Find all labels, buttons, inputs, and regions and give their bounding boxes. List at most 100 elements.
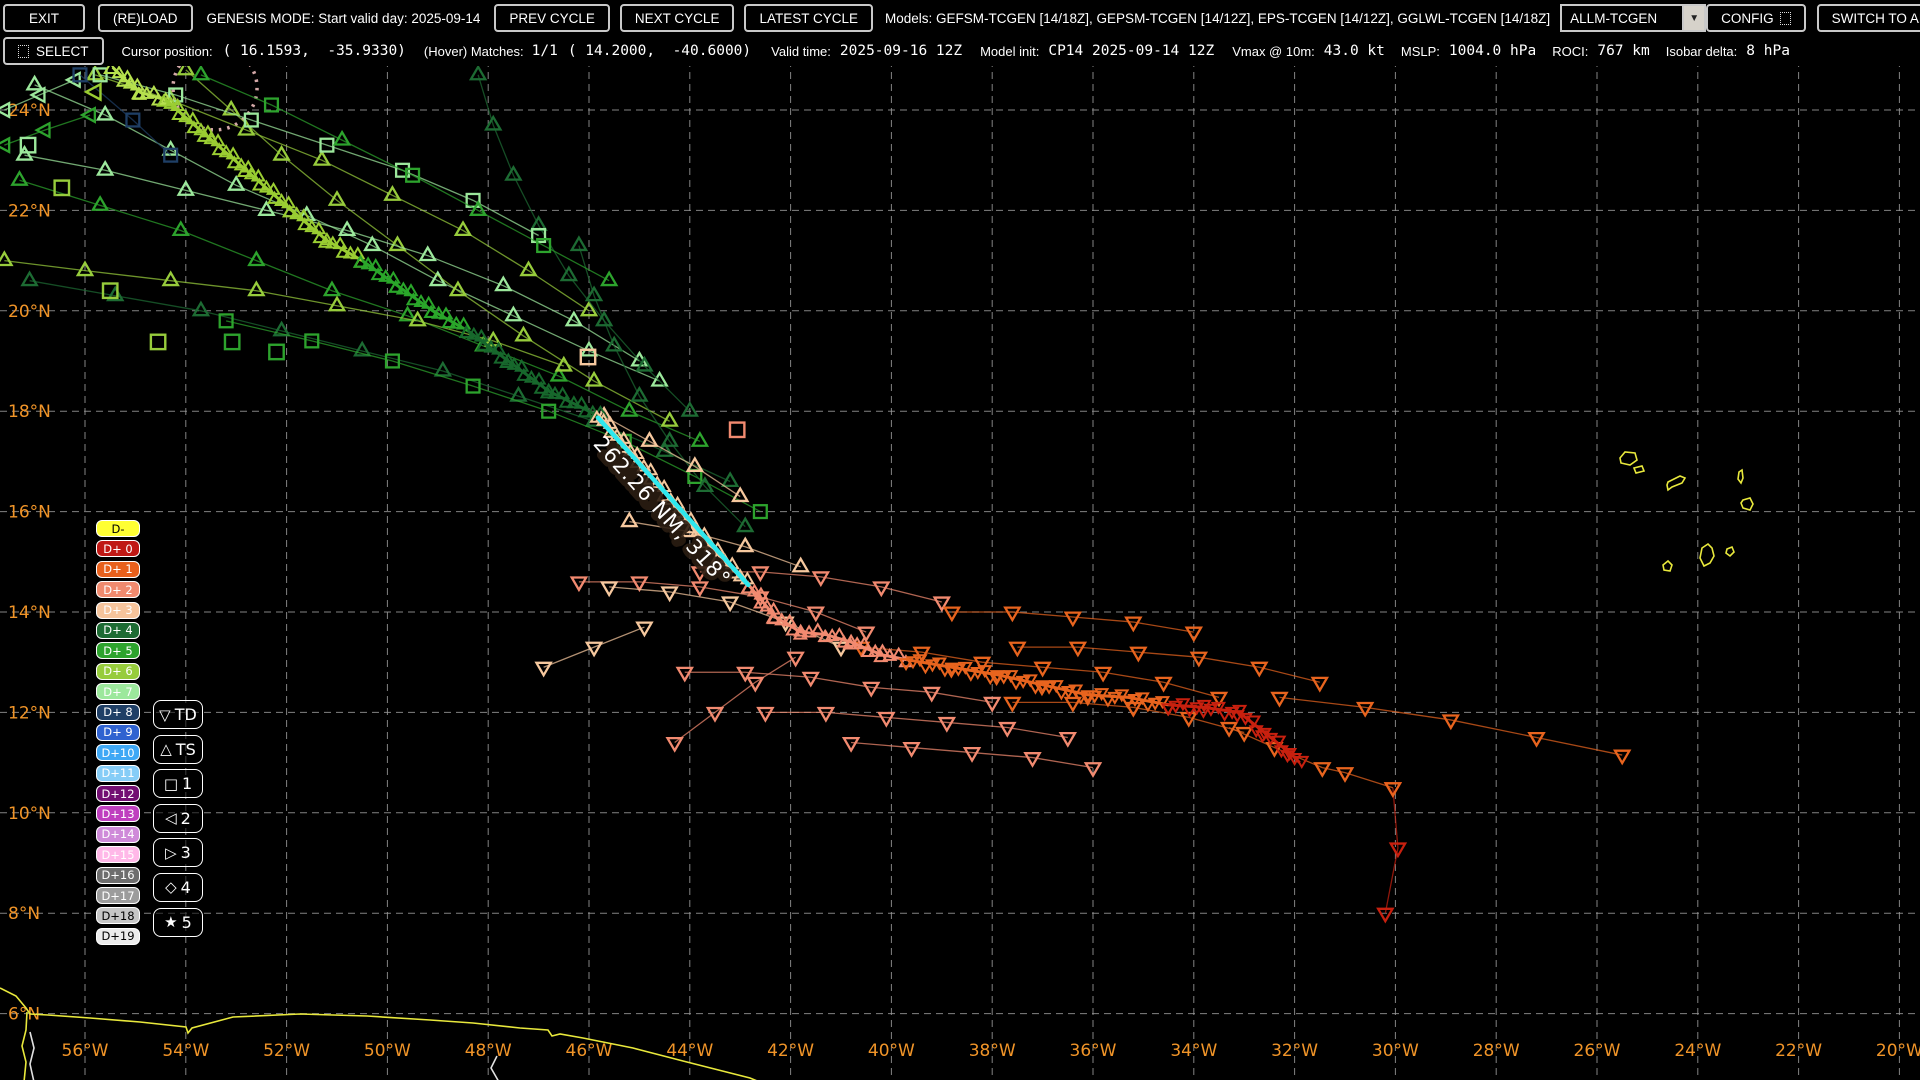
track-marker — [72, 67, 88, 83]
track-marker — [1134, 692, 1150, 706]
track-marker — [484, 114, 503, 131]
track-marker — [335, 244, 351, 258]
grid-label-lon: 56°W — [62, 1041, 109, 1061]
reload-button[interactable]: (RE)LOAD — [98, 4, 193, 32]
roci-label: ROCI: — [1552, 43, 1589, 59]
vmax-value: 43.0 kt — [1323, 43, 1385, 59]
track-marker — [1063, 696, 1083, 713]
member-track-line — [765, 711, 1068, 739]
track-marker — [690, 431, 710, 447]
track-marker — [1034, 683, 1050, 697]
member-track-line — [861, 646, 1220, 698]
latest-cycle-button[interactable]: LATEST CYCLE — [744, 4, 873, 32]
track-marker — [831, 626, 847, 641]
track-marker — [640, 431, 659, 447]
track-marker — [785, 622, 801, 636]
track-marker — [1441, 714, 1461, 731]
track-marker — [491, 341, 507, 355]
track-marker — [421, 295, 437, 309]
exit-button[interactable]: EXIT — [3, 4, 85, 32]
legend-day-chip: D+16 — [96, 866, 140, 884]
track-marker — [171, 106, 187, 120]
switch-to-adeck-mode-button[interactable]: SWITCH TO ADECK MODE — [1816, 4, 1920, 32]
track-marker — [746, 676, 765, 693]
select-button[interactable]: SELECT — [3, 37, 104, 65]
track-marker — [418, 245, 437, 262]
track-marker — [304, 219, 320, 233]
next-cycle-button[interactable]: NEXT CYCLE — [619, 4, 735, 32]
track-marker — [243, 112, 259, 128]
track-marker — [1219, 721, 1239, 738]
track-marker — [782, 613, 798, 627]
track-marker — [996, 671, 1012, 685]
track-marker — [740, 580, 756, 594]
config-button[interactable]: CONFIG — [1706, 4, 1806, 32]
status-bar: SELECT Cursor position: ( 16.1593, -35.9… — [0, 36, 1920, 66]
track-marker — [905, 656, 921, 670]
track-marker — [1527, 731, 1546, 748]
4-symbol-icon: ◇ — [165, 878, 177, 897]
legend-symbol-2: ◁ 2 — [153, 803, 203, 833]
island-outline — [1666, 475, 1687, 492]
genesis-mode-label: GENESIS MODE: Start valid day: 2025-09-1… — [206, 10, 481, 26]
track-marker — [384, 353, 400, 369]
track-marker — [599, 581, 619, 598]
track-marker — [1100, 694, 1116, 708]
grid-label-lon: 46°W — [566, 1041, 613, 1061]
track-marker — [594, 310, 614, 327]
roci-value: 767 km — [1597, 43, 1650, 59]
coastline — [29, 1031, 35, 1080]
track-marker — [533, 380, 549, 394]
prev-cycle-button[interactable]: PREV CYCLE — [494, 4, 610, 32]
model-select-dropdown[interactable]: ALLM-TCGEN ▼ — [1560, 4, 1707, 32]
track-marker — [898, 658, 914, 672]
track-marker — [932, 596, 951, 613]
track-marker — [103, 60, 119, 75]
member-track-line — [225, 320, 761, 513]
track-marker — [1003, 696, 1022, 713]
track-marker — [171, 220, 190, 237]
track-marker — [468, 200, 488, 216]
track-marker — [125, 112, 141, 128]
track-marker — [752, 595, 769, 609]
track-marker — [25, 74, 44, 91]
track-marker — [493, 350, 509, 364]
track-marker — [79, 106, 96, 124]
member-track-line — [200, 74, 610, 282]
track-marker — [423, 304, 439, 318]
grid-label-lon: 40°W — [868, 1041, 915, 1061]
3-symbol-icon: ▷ — [165, 843, 177, 862]
track-marker — [272, 320, 291, 337]
track-marker — [531, 371, 547, 385]
track-marker — [514, 325, 533, 342]
track-marker — [312, 149, 332, 166]
track-marker — [1189, 702, 1205, 716]
track-marker — [599, 270, 619, 287]
track-marker — [1184, 626, 1203, 643]
ruler-line — [595, 415, 751, 588]
legend-day-chip: D+17 — [96, 887, 140, 905]
track-marker — [53, 179, 71, 197]
track-marker — [191, 300, 211, 317]
legend-day-chip: D+11 — [96, 764, 140, 782]
track-marker — [912, 654, 928, 668]
track-marker — [523, 369, 539, 383]
member-track-line — [543, 626, 645, 668]
track-marker — [937, 716, 957, 733]
member-track-line — [19, 179, 701, 442]
track-marker — [1083, 762, 1103, 778]
member-track-line — [629, 520, 801, 568]
track-marker — [860, 643, 876, 657]
track-marker — [705, 706, 725, 723]
legend-symbol-label: 3 — [180, 843, 191, 863]
track-marker — [549, 365, 568, 382]
track-marker — [547, 385, 563, 399]
track-marker — [332, 236, 348, 250]
track-marker — [106, 285, 125, 302]
track-marker — [405, 167, 421, 183]
chevron-down-icon[interactable]: ▼ — [1682, 6, 1705, 30]
track-marker — [1068, 641, 1088, 658]
track-marker — [163, 147, 179, 163]
grid-label-lat: 20°N — [8, 302, 51, 322]
